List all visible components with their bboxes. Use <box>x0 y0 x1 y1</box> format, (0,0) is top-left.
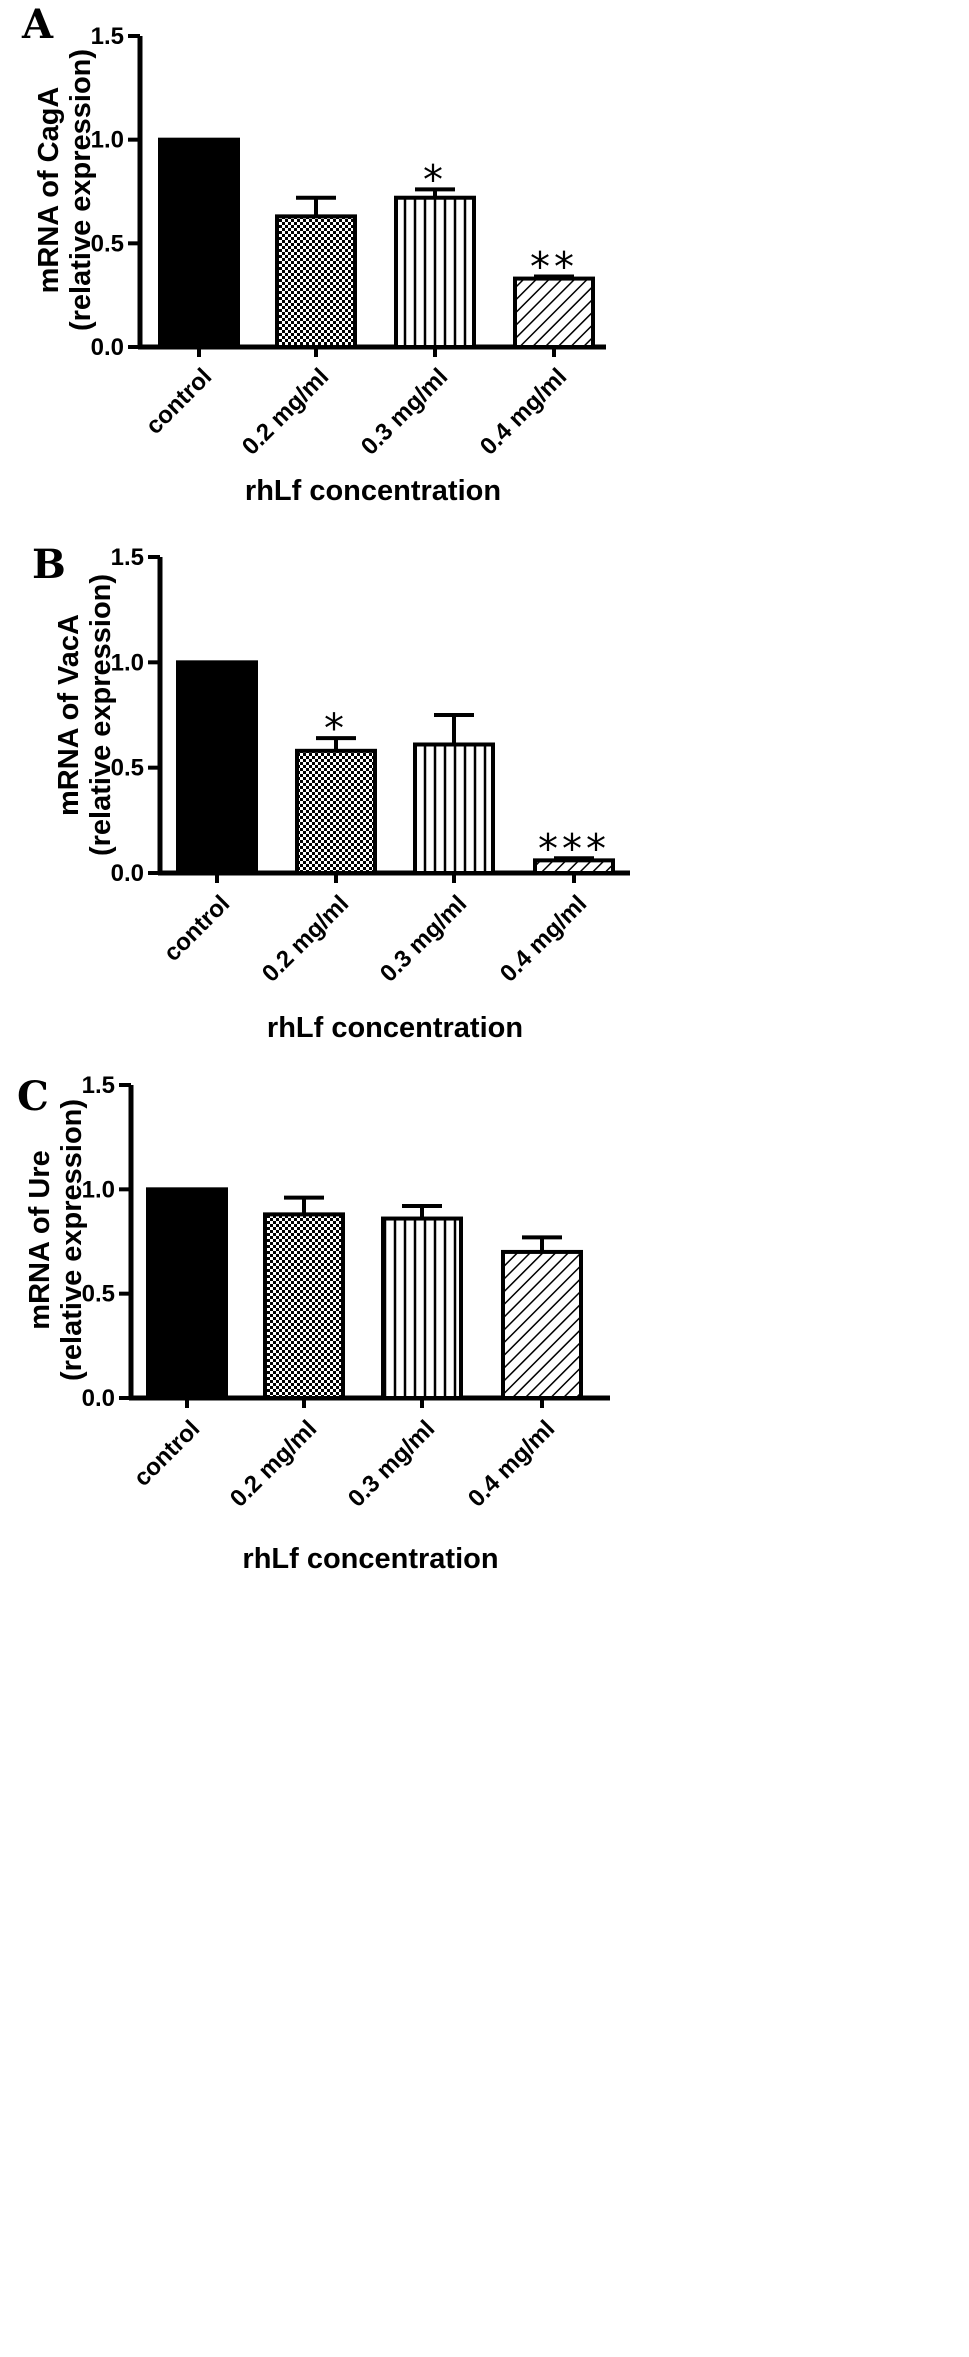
x-axis-title: rhLf concentration <box>267 1012 523 1044</box>
y-tick-label: 1.5 <box>91 23 124 50</box>
x-axis-title: rhLf concentration <box>245 475 501 507</box>
y-axis-title-line-2: (relative expression) <box>56 1099 88 1381</box>
category-label: 0.4 mg/ml <box>495 890 592 987</box>
panel-letter: B <box>32 541 66 588</box>
x-axis-title: rhLf concentration <box>242 1543 498 1575</box>
category-label: 0.2 mg/ml <box>237 363 334 460</box>
significance-marker: ** <box>530 245 578 291</box>
significance-marker: *** <box>538 826 610 872</box>
bar-3 <box>413 742 495 876</box>
y-tick-label: 1.0 <box>82 1176 115 1203</box>
y-tick-label: 1.0 <box>91 127 124 154</box>
chart-panel-a: A 0.0 0.5 1.0 1.5 control 0.2 mg/ml 0.3 mg/ml * 0… <box>21 1 606 507</box>
bar-2 <box>263 1212 345 1400</box>
bar-3 <box>381 1216 463 1400</box>
y-tick-label: 0.0 <box>91 334 124 361</box>
bar-1 <box>146 1187 228 1401</box>
y-tick-label: 0.0 <box>111 860 144 887</box>
category-label: control <box>159 890 236 967</box>
category-label: control <box>141 363 218 440</box>
y-axis-title-line-1: mRNA of Ure <box>24 1150 56 1329</box>
category-label: 0.3 mg/ml <box>343 1415 440 1512</box>
y-tick-label: 0.5 <box>91 230 124 257</box>
category-label: 0.2 mg/ml <box>257 890 354 987</box>
category-label: control <box>129 1415 206 1492</box>
y-tick-label: 0.5 <box>82 1281 115 1308</box>
y-axis-title: mRNA of CagA(relative expression) <box>33 49 97 331</box>
y-axis-title: mRNA of VacA(relative expression) <box>53 574 117 856</box>
bar-4 <box>501 1249 583 1401</box>
category-label: 0.4 mg/ml <box>475 363 572 460</box>
y-tick-label: 0.5 <box>111 755 144 782</box>
chart-panel-b: B 0.0 0.5 1.0 1.5 control 0.2 mg/ml * 0.3 mg/ml 0… <box>32 541 630 1044</box>
category-label: 0.3 mg/ml <box>356 363 453 460</box>
significance-marker: * <box>324 706 348 752</box>
y-axis-title-line-1: mRNA of VacA <box>53 614 85 816</box>
y-axis-title-line-2: (relative expression) <box>65 49 97 331</box>
category-label: 0.4 mg/ml <box>463 1415 560 1512</box>
y-tick-label: 1.5 <box>111 544 144 571</box>
panel-letter: C <box>17 1073 49 1120</box>
bar-2 <box>275 214 357 349</box>
y-tick-label: 0.0 <box>82 1385 115 1412</box>
y-axis-title-line-2: (relative expression) <box>85 574 117 856</box>
bar-2 <box>295 748 377 876</box>
bar-1 <box>158 137 240 349</box>
y-tick-label: 1.0 <box>111 649 144 676</box>
category-label: 0.2 mg/ml <box>225 1415 322 1512</box>
y-axis-title-line-1: mRNA of CagA <box>33 87 65 294</box>
y-axis-title: mRNA of Ure(relative expression) <box>24 1099 88 1381</box>
panel-letter: A <box>21 1 54 48</box>
y-tick-label: 1.5 <box>82 1072 115 1099</box>
bar-3 <box>394 195 476 349</box>
chart-panel-c: C 0.0 0.5 1.0 1.5 control 0.2 mg/ml 0.3 mg/ml 0.… <box>17 1072 610 1575</box>
significance-marker: * <box>423 157 447 203</box>
category-label: 0.3 mg/ml <box>375 890 472 987</box>
bar-1 <box>176 660 258 875</box>
